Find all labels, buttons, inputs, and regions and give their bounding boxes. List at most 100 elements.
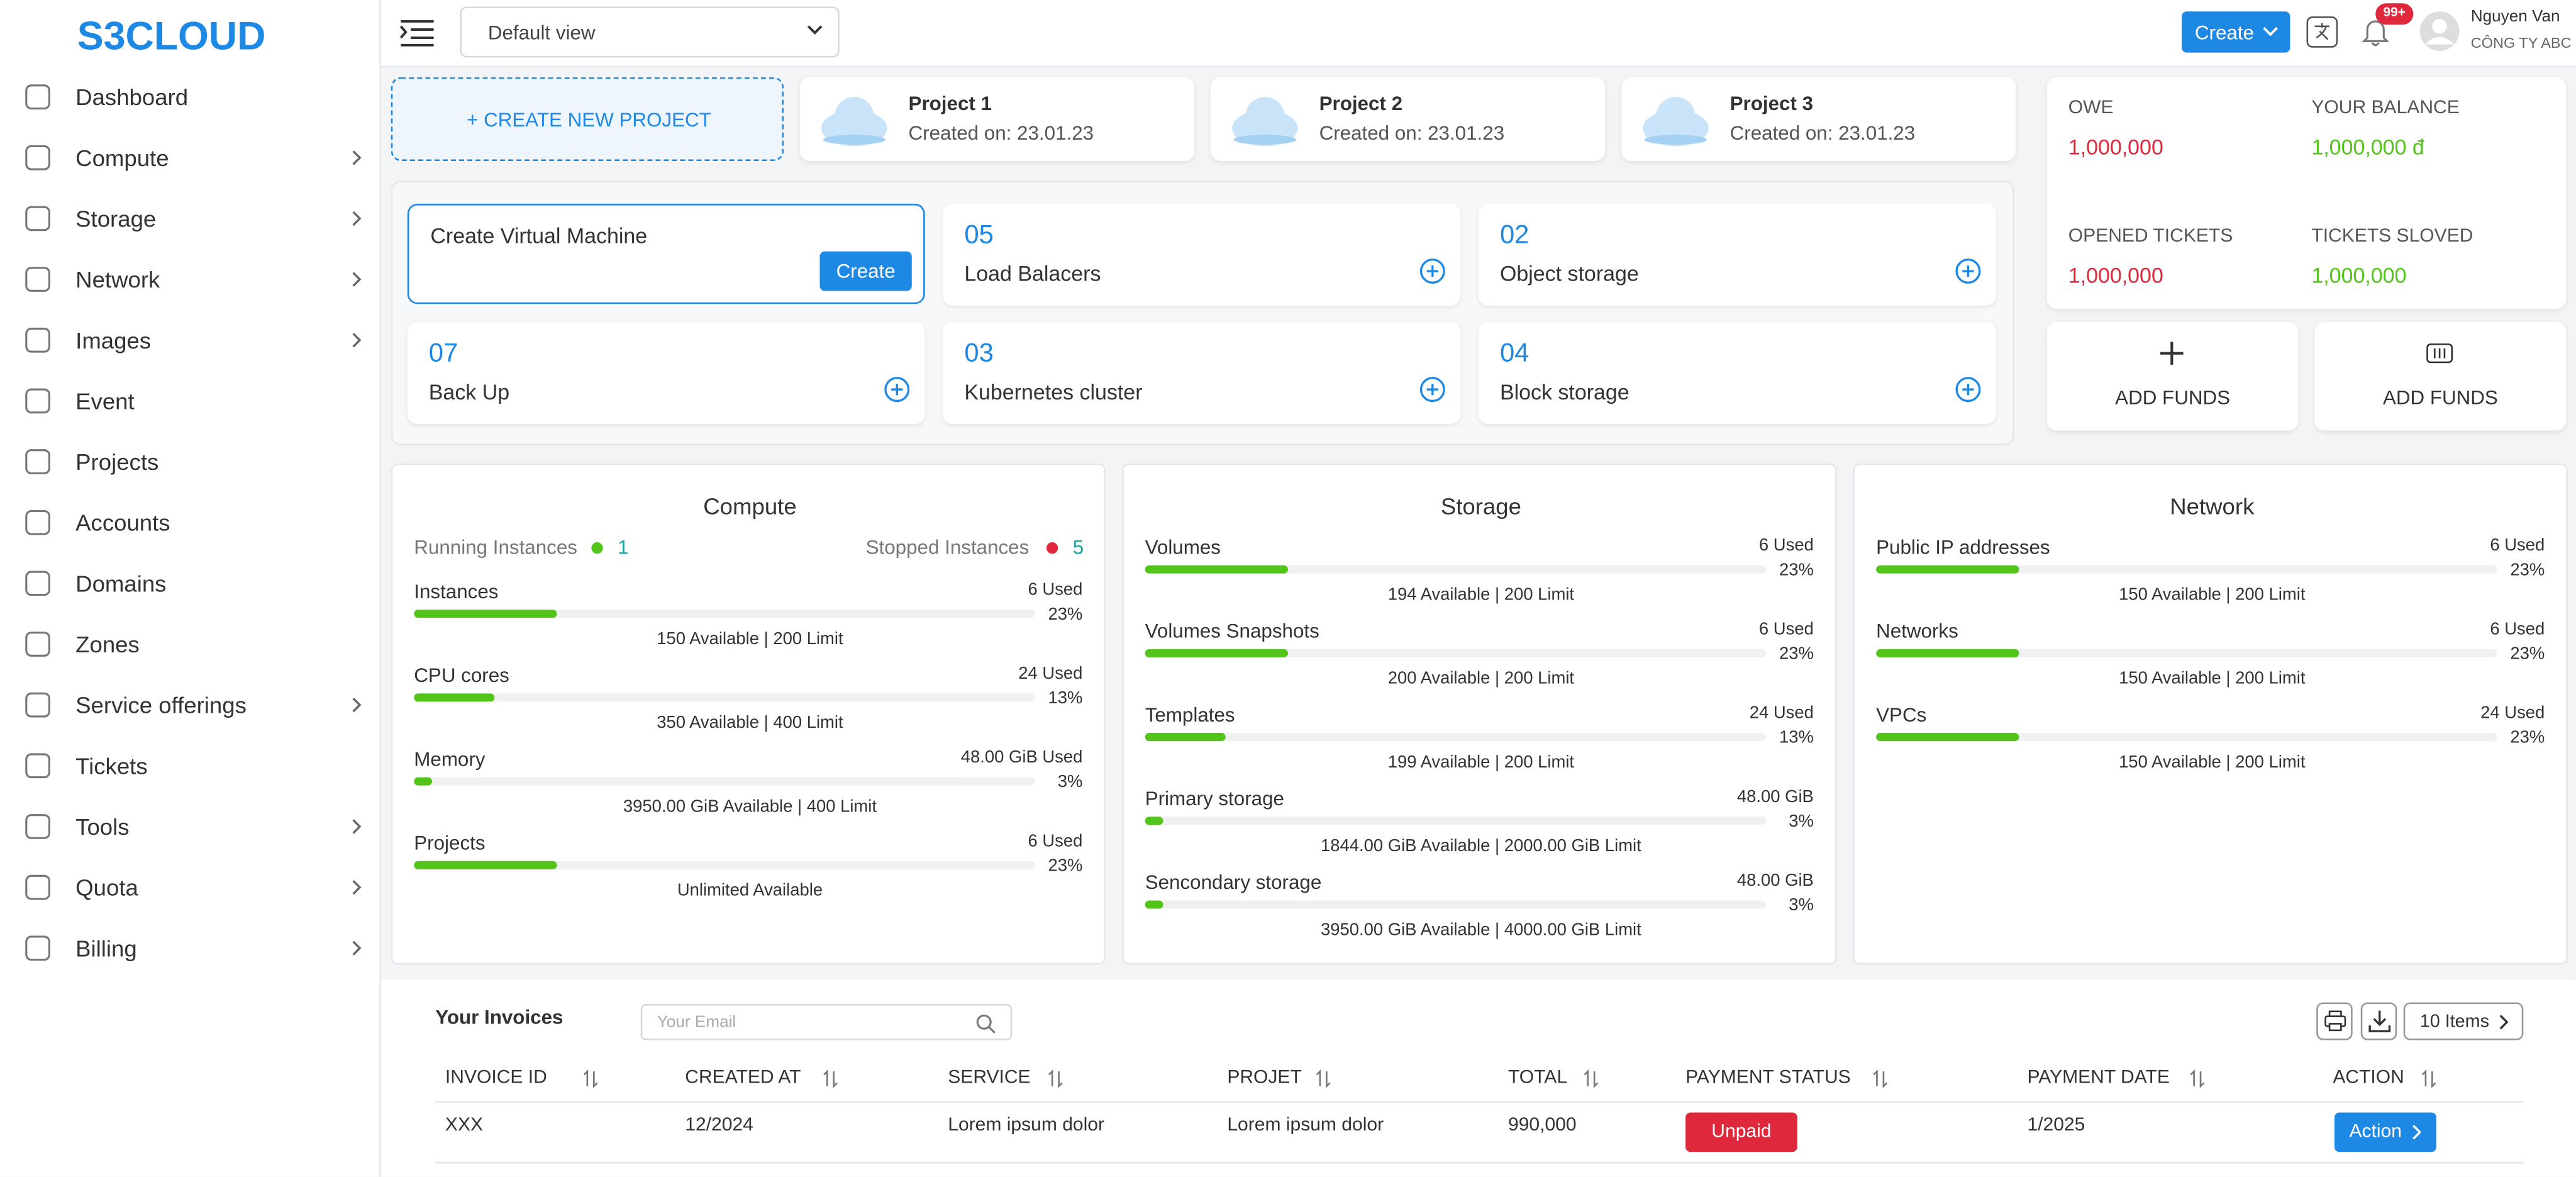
- progress-track: [1145, 817, 1767, 825]
- balance-label: YOUR BALANCE: [2311, 98, 2460, 119]
- page-size-label: 10 Items: [2419, 1012, 2489, 1032]
- add-icon[interactable]: [884, 376, 910, 403]
- balance-label: OPENED TICKETS: [2068, 226, 2233, 247]
- progress-track: [414, 777, 1035, 786]
- usage-used: 48.00 GiB: [1736, 787, 1814, 807]
- topbar: Default view Create 99+ Nguyen Van CÔNG TY A…: [381, 0, 2576, 68]
- sidebar-item[interactable]: Images: [0, 320, 381, 360]
- add-icon[interactable]: [1419, 258, 1446, 284]
- menu-label: Tickets: [75, 752, 148, 779]
- chevron-icon: [352, 272, 362, 287]
- add-icon[interactable]: [1419, 376, 1446, 403]
- add-funds-card[interactable]: ADD FUNDS: [2046, 321, 2299, 431]
- progress-track: [1876, 649, 2497, 657]
- progress-track: [1145, 565, 1767, 574]
- usage-percent: 23%: [2510, 728, 2545, 748]
- sort-icon: [823, 1069, 838, 1088]
- resource-label: Block storage: [1499, 379, 1629, 404]
- menu-label: Network: [75, 266, 160, 293]
- column-header: ACTION: [2333, 1068, 2404, 1088]
- create-button[interactable]: Create: [2182, 11, 2290, 53]
- email-search[interactable]: Your Email: [640, 1004, 1013, 1040]
- resource-card: 05 Load Balacers: [943, 203, 1461, 306]
- progress-fill: [414, 861, 557, 869]
- usage-footer: 3950.00 GiB Available | 400 Limit: [623, 796, 877, 817]
- sidebar-item[interactable]: Projects: [0, 442, 381, 482]
- progress-track: [1876, 733, 2497, 742]
- cloud-icon: [1232, 97, 1298, 147]
- sidebar: S3CLOUD Dashboard Compute Storage Network Ima…: [0, 0, 382, 1177]
- usage-footer: 1844.00 GiB Available | 2000.00 GiB Limi…: [1320, 836, 1641, 856]
- project-card card[interactable]: Project 2 Created on: 23.01.23: [1211, 77, 1606, 161]
- usage-footer: 150 Available | 200 Limit: [657, 629, 843, 649]
- project-card card[interactable]: Project 1 Created on: 23.01.23: [800, 77, 1195, 161]
- sidebar-item[interactable]: Zones: [0, 625, 381, 664]
- project-date: Created on: 23.01.23: [1729, 121, 1916, 145]
- sidebar-item[interactable]: Compute: [0, 138, 381, 177]
- add-funds-card[interactable]: ADD FUNDS: [2314, 321, 2567, 431]
- menu-icon: [25, 449, 50, 474]
- search-icon: [976, 1014, 996, 1034]
- sidebar-item[interactable]: Dashboard: [0, 77, 381, 117]
- new-project-label: + CREATE NEW PROJECT: [467, 108, 711, 131]
- menu-icon: [25, 874, 50, 900]
- cell: 12/2024: [685, 1115, 753, 1136]
- menu-label: Images: [75, 326, 152, 354]
- menu-label: Compute: [75, 144, 169, 171]
- menu-label: Dashboard: [75, 84, 189, 111]
- page-size-button[interactable]: 10 Items: [2403, 1002, 2524, 1040]
- panel-title: Compute: [703, 493, 797, 520]
- project-card card[interactable]: Project 3 Created on: 23.01.23: [1621, 77, 2016, 161]
- sidebar-item[interactable]: Network: [0, 260, 381, 299]
- column-header: PROJET: [1227, 1068, 1302, 1088]
- sidebar-item[interactable]: Service offerings: [0, 685, 381, 725]
- action-button[interactable]: Action: [2334, 1112, 2436, 1152]
- resource-label: Load Balacers: [964, 261, 1101, 286]
- action-label: Action: [2349, 1122, 2402, 1142]
- progress-track: [1145, 900, 1767, 909]
- usage-percent: 3%: [1789, 895, 1814, 915]
- column-header: PAYMENT DATE: [2027, 1068, 2170, 1088]
- resource-count: 05: [964, 221, 994, 250]
- menu-icon: [25, 510, 50, 535]
- menu-toggle: [399, 20, 434, 47]
- print-button[interactable]: [2316, 1002, 2353, 1040]
- project-date: Created on: 23.01.23: [1319, 121, 1505, 145]
- add-funds-label: ADD FUNDS: [2115, 386, 2231, 410]
- search-placeholder: Your Email: [657, 1013, 736, 1032]
- header-divider: [435, 1101, 2524, 1103]
- ticket-icon: [2426, 343, 2453, 364]
- sidebar-item[interactable]: Event: [0, 381, 381, 421]
- new-project-button[interactable]: + CREATE NEW PROJECT: [391, 77, 784, 161]
- sidebar-item[interactable]: Domains: [0, 564, 381, 603]
- company-name: CÔNG TY ABC: [2470, 34, 2572, 51]
- chevron-icon: [352, 697, 362, 713]
- menu-label: Billing: [75, 935, 137, 962]
- sidebar-item[interactable]: Tools: [0, 807, 381, 847]
- sidebar-item[interactable]: Billing: [0, 929, 381, 968]
- view-select[interactable]: Default view: [460, 6, 840, 58]
- usage-percent: 23%: [1779, 560, 1814, 581]
- sidebar-item[interactable]: Quota: [0, 867, 381, 907]
- usage-percent: 3%: [1057, 772, 1083, 793]
- panel-title: Storage: [1440, 493, 1521, 520]
- add-icon[interactable]: [1955, 376, 1982, 403]
- cloud-icon: [1643, 97, 1709, 147]
- add-icon[interactable]: [1955, 258, 1982, 284]
- sidebar-item[interactable]: Accounts: [0, 503, 381, 542]
- usage-name: Instances: [414, 580, 499, 603]
- create-vm-card: Create Virtual Machine Create: [407, 203, 925, 304]
- create-vm-button[interactable]: Create: [819, 251, 912, 291]
- sidebar-item[interactable]: Tickets: [0, 746, 381, 786]
- chevron-icon: [2412, 1125, 2422, 1140]
- sidebar-item[interactable]: Storage: [0, 199, 381, 238]
- menu-label: Service offerings: [75, 691, 247, 718]
- sort-icon: [2421, 1069, 2436, 1088]
- download-button[interactable]: [2360, 1002, 2397, 1040]
- menu-icon: [25, 206, 50, 231]
- menu-label: Tools: [75, 813, 130, 840]
- balance-value: 1,000,000: [2311, 262, 2407, 288]
- usage-percent: 23%: [1779, 644, 1814, 664]
- progress-fill: [1145, 900, 1164, 909]
- chevron-icon: [352, 150, 362, 165]
